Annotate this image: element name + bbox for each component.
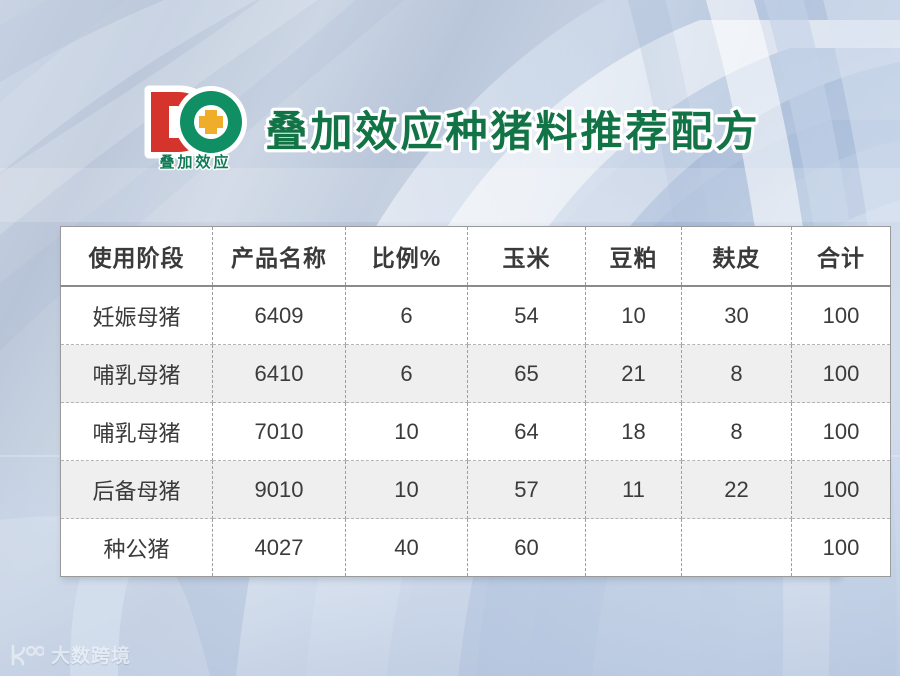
cell-soybean-meal: 10	[585, 285, 682, 345]
kuajing-logo-icon	[11, 644, 44, 665]
cell-stage: 哺乳母猪	[60, 344, 213, 403]
recipe-table: 使用阶段 产品名称 比例% 玉米 豆粕 麸皮 合计 妊娠母猪 6409 6 54…	[60, 226, 891, 577]
cell-total: 100	[791, 518, 891, 577]
table-row: 后备母猪 9010 10 57 11 22 100	[60, 460, 891, 519]
cell-ratio: 10	[345, 402, 468, 461]
cell-soybean-meal	[585, 518, 682, 577]
cell-product: 6409	[212, 285, 346, 345]
brand-logo-subtitle: 叠加效应	[159, 154, 232, 171]
cell-soybean-meal: 21	[585, 344, 682, 403]
cell-corn: 60	[467, 518, 586, 577]
cell-total: 100	[791, 344, 891, 403]
column-header-product: 产品名称	[212, 226, 346, 287]
watermark-text: 大数跨境	[51, 646, 132, 667]
cell-bran: 22	[681, 460, 792, 519]
column-header-total: 合计	[791, 226, 891, 287]
cell-bran: 8	[681, 344, 792, 403]
cell-corn: 65	[467, 344, 586, 403]
column-header-stage: 使用阶段	[60, 226, 213, 287]
table-row: 种公猪 4027 40 60 100	[60, 518, 891, 577]
cell-stage: 哺乳母猪	[60, 402, 213, 461]
cell-corn: 64	[467, 402, 586, 461]
cell-bran	[681, 518, 792, 577]
column-header-corn: 玉米	[467, 226, 586, 287]
cell-soybean-meal: 18	[585, 402, 682, 461]
brand-logo: 叠加效应	[139, 84, 251, 172]
brand-logo-icon	[144, 85, 248, 159]
cell-corn: 54	[467, 285, 586, 345]
cell-ratio: 6	[345, 285, 468, 345]
column-header-soybean-meal: 豆粕	[585, 226, 682, 287]
recipe-table-container: 使用阶段 产品名称 比例% 玉米 豆粕 麸皮 合计 妊娠母猪 6409 6 54…	[60, 226, 891, 577]
column-header-bran: 麸皮	[681, 226, 792, 287]
cell-stage: 后备母猪	[60, 460, 213, 519]
cell-ratio: 40	[345, 518, 468, 577]
cell-ratio: 6	[345, 344, 468, 403]
cell-corn: 57	[467, 460, 586, 519]
cell-bran: 30	[681, 285, 792, 345]
cell-product: 6410	[212, 344, 346, 403]
slide-header: 叠加效应 叠加效应种猪料推荐配方	[0, 78, 900, 178]
column-header-ratio: 比例%	[345, 226, 468, 287]
cell-bran: 8	[681, 402, 792, 461]
cell-stage: 种公猪	[60, 518, 213, 577]
table-row: 哺乳母猪 7010 10 64 18 8 100	[60, 402, 891, 461]
cell-total: 100	[791, 402, 891, 461]
table-header-row: 使用阶段 产品名称 比例% 玉米 豆粕 麸皮 合计	[60, 226, 891, 287]
cell-stage: 妊娠母猪	[60, 285, 213, 345]
cell-product: 9010	[212, 460, 346, 519]
cell-total: 100	[791, 285, 891, 345]
cell-soybean-meal: 11	[585, 460, 682, 519]
cell-product: 7010	[212, 402, 346, 461]
watermark: 大数跨境	[10, 641, 131, 668]
table-row: 哺乳母猪 6410 6 65 21 8 100	[60, 344, 891, 403]
table-row: 妊娠母猪 6409 6 54 10 30 100	[60, 285, 891, 345]
cell-total: 100	[791, 460, 891, 519]
page-title: 叠加效应种猪料推荐配方	[265, 107, 761, 155]
cell-product: 4027	[212, 518, 346, 577]
cell-ratio: 10	[345, 460, 468, 519]
